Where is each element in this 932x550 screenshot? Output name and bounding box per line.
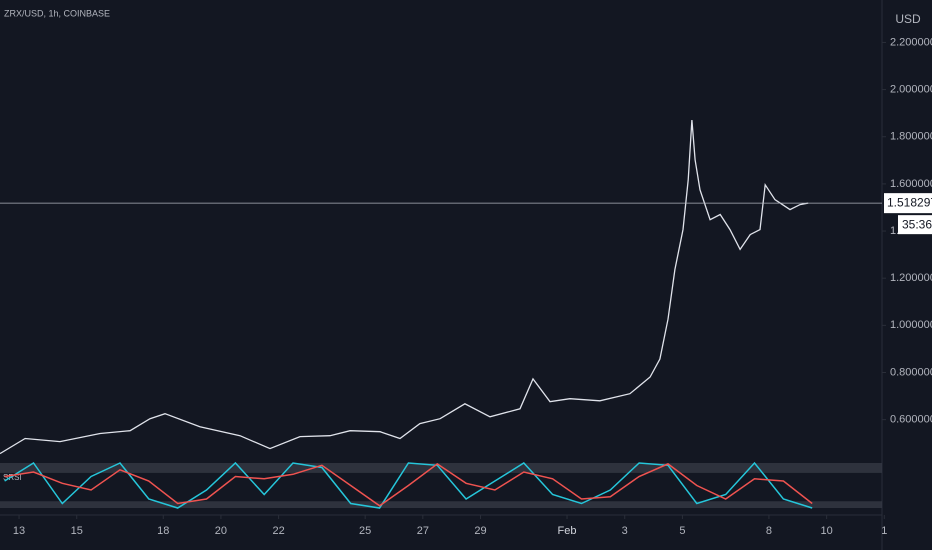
x-tick-label: 27 xyxy=(417,525,429,537)
x-tick-label: 25 xyxy=(359,525,371,537)
price-line xyxy=(0,119,809,455)
indicator-line xyxy=(4,462,813,507)
y-tick-label: 2.000000 xyxy=(890,83,932,95)
x-tick-label: 3 xyxy=(622,525,628,537)
x-tick-label: 20 xyxy=(215,525,227,537)
y-tick-label: 2.200000 xyxy=(890,36,932,48)
last-price-box xyxy=(884,193,932,214)
indicator-label: SRSI xyxy=(3,473,22,482)
x-tick-label: 13 xyxy=(13,525,25,537)
y-tick-label: 1.800000 xyxy=(890,131,932,143)
x-tick-label: 15 xyxy=(71,525,83,537)
y-tick-label: 1.000000 xyxy=(890,319,932,331)
y-tick-label: 0.600000 xyxy=(890,414,932,426)
x-tick-label: 8 xyxy=(766,525,772,537)
y-tick-label: 1.600000 xyxy=(890,178,932,190)
x-tick-label: 22 xyxy=(272,525,284,537)
indicator-band xyxy=(0,463,882,473)
y-axis-label: USD xyxy=(895,12,921,26)
indicator-band xyxy=(0,501,882,508)
x-tick-label: 5 xyxy=(679,525,685,537)
last-price-label: 1.518297 xyxy=(887,195,932,209)
countdown-box xyxy=(898,215,932,235)
x-tick-label: 18 xyxy=(157,525,169,537)
x-tick-label: 1 xyxy=(881,525,887,537)
y-tick-label: 0.800000 xyxy=(890,366,932,378)
x-tick-label: 10 xyxy=(820,525,832,537)
x-tick-label: 29 xyxy=(474,525,486,537)
x-tick-label: Feb xyxy=(558,525,577,537)
indicator-line xyxy=(4,461,813,509)
y-tick-label: 1.200000 xyxy=(890,272,932,284)
chart-title: ZRX/USD, 1h, COINBASE xyxy=(4,8,110,18)
countdown-label: 35:36 xyxy=(902,217,932,231)
